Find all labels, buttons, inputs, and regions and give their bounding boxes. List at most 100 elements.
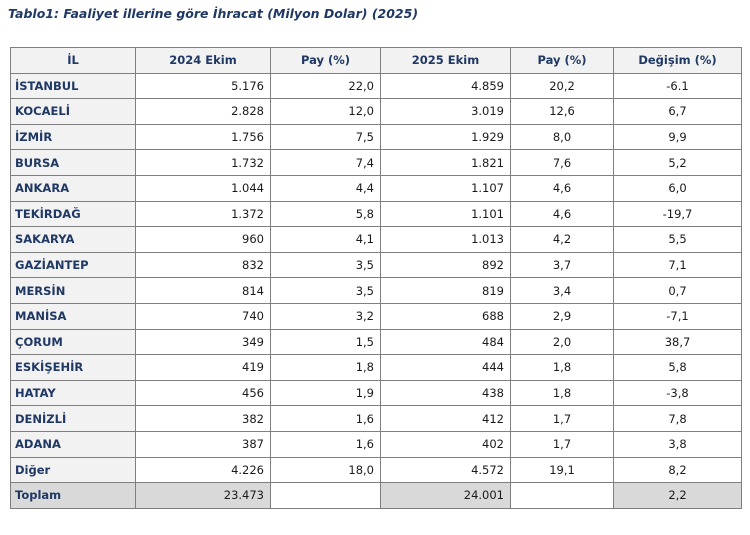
row-label: Toplam	[10, 482, 136, 509]
table-cell: 38,7	[613, 328, 742, 356]
table-row: MERSİN 814 3,5 819 3,4 0,7	[10, 277, 742, 304]
row-label: İSTANBUL	[10, 72, 136, 100]
table-cell: 3,4	[510, 277, 614, 304]
table-cell: 484	[380, 328, 511, 356]
table-cell: 412	[380, 405, 511, 432]
table-cell: 18,0	[270, 456, 381, 484]
table-cell: 892	[380, 251, 511, 279]
table-cell: 688	[380, 302, 511, 330]
table-cell: 3,5	[270, 277, 381, 304]
table-row: BURSA 1.732 7,4 1.821 7,6 5,2	[10, 149, 742, 176]
row-label: KOCAELİ	[10, 98, 136, 125]
table-cell: 814	[135, 277, 271, 304]
table-row: MANİSA 740 3,2 688 2,9 -7,1	[10, 302, 742, 330]
table-cell: 23.473	[135, 482, 271, 509]
table-cell: 12,0	[270, 98, 381, 125]
table-cell: 8,2	[613, 456, 742, 484]
table-cell: 3,2	[270, 302, 381, 330]
table-cell: 3.019	[380, 98, 511, 125]
table-cell: 349	[135, 328, 271, 356]
table-cell: 2,0	[510, 328, 614, 356]
column-header: Pay (%)	[270, 47, 381, 74]
table-row: TEKİRDAĞ 1.372 5,8 1.101 4,6 -19,7	[10, 200, 742, 228]
table-cell: 7,5	[270, 123, 381, 151]
column-header: 2024 Ekim	[135, 47, 271, 74]
table-cell: 0,7	[613, 277, 742, 304]
table-cell: -19,7	[613, 200, 742, 228]
table-cell: 1,7	[510, 430, 614, 458]
table-cell: 24.001	[380, 482, 511, 509]
table-row: ANKARA 1.044 4,4 1.107 4,6 6,0	[10, 174, 742, 202]
table-cell: 4,1	[270, 226, 381, 253]
table-row: ADANA 387 1,6 402 1,7 3,8	[10, 430, 742, 458]
row-label: SAKARYA	[10, 226, 136, 253]
table-row: ESKİŞEHİR 419 1,8 444 1,8 5,8	[10, 354, 742, 381]
table-cell: 5,2	[613, 149, 742, 176]
table-cell: 3,7	[510, 251, 614, 279]
table-cell: 2,9	[510, 302, 614, 330]
row-label: BURSA	[10, 149, 136, 176]
table-cell: 1.372	[135, 200, 271, 228]
table-cell	[270, 482, 381, 509]
table-row: İZMİR 1.756 7,5 1.929 8,0 9,9	[10, 123, 742, 151]
table-cell: 3,8	[613, 430, 742, 458]
table-cell: 7,1	[613, 251, 742, 279]
table-cell: 7,4	[270, 149, 381, 176]
table-row: ÇORUM 349 1,5 484 2,0 38,7	[10, 328, 742, 356]
table-cell: 19,1	[510, 456, 614, 484]
table-cell: 960	[135, 226, 271, 253]
table-cell: 1,5	[270, 328, 381, 356]
table-row: DENİZLİ 382 1,6 412 1,7 7,8	[10, 405, 742, 432]
table-cell: 4.572	[380, 456, 511, 484]
table-body: İSTANBUL 5.176 22,0 4.859 20,2 -6.1 KOCAELİ 2.8…	[10, 72, 742, 509]
table-cell: 5,8	[270, 200, 381, 228]
table-cell: 12,6	[510, 98, 614, 125]
table-cell: 7,8	[613, 405, 742, 432]
table-cell: 1,9	[270, 379, 381, 407]
table-cell: 1.732	[135, 149, 271, 176]
table-cell: 8,0	[510, 123, 614, 151]
table-cell: 7,6	[510, 149, 614, 176]
column-header: 2025 Ekim	[380, 47, 511, 74]
table-cell: 438	[380, 379, 511, 407]
total-row: Toplam 23.473 24.001 2,2	[10, 482, 742, 509]
table-cell: 1,6	[270, 405, 381, 432]
table-row: GAZİANTEP 832 3,5 892 3,7 7,1	[10, 251, 742, 279]
table-row: KOCAELİ 2.828 12,0 3.019 12,6 6,7	[10, 98, 742, 125]
table-cell: 3,5	[270, 251, 381, 279]
column-header: Değişim (%)	[613, 47, 742, 74]
table-cell: 1,6	[270, 430, 381, 458]
table-title: Tablo1: Faaliyet illerine göre İhracat (…	[8, 6, 419, 21]
row-label: ESKİŞEHİR	[10, 354, 136, 381]
table-cell: 4,6	[510, 174, 614, 202]
table-cell: 4,4	[270, 174, 381, 202]
table-cell: 740	[135, 302, 271, 330]
column-header: Pay (%)	[510, 47, 614, 74]
row-label: TEKİRDAĞ	[10, 200, 136, 228]
export-table: İL 2024 Ekim Pay (%) 2025 Ekim Pay (%) Değişi…	[10, 47, 742, 509]
table-cell: 832	[135, 251, 271, 279]
row-label: Diğer	[10, 456, 136, 484]
table-cell: 5.176	[135, 72, 271, 100]
table-row: HATAY 456 1,9 438 1,8 -3,8	[10, 379, 742, 407]
row-label: DENİZLİ	[10, 405, 136, 432]
row-label: GAZİANTEP	[10, 251, 136, 279]
table-cell: 4,6	[510, 200, 614, 228]
table-cell: 819	[380, 277, 511, 304]
table-cell: -7,1	[613, 302, 742, 330]
row-label: ANKARA	[10, 174, 136, 202]
table-cell: 1.013	[380, 226, 511, 253]
table-cell: 1,7	[510, 405, 614, 432]
row-label: ÇORUM	[10, 328, 136, 356]
table-cell: 1.756	[135, 123, 271, 151]
row-label: HATAY	[10, 379, 136, 407]
row-label: İZMİR	[10, 123, 136, 151]
table-cell: -6.1	[613, 72, 742, 100]
table-cell: 444	[380, 354, 511, 381]
table-cell: 402	[380, 430, 511, 458]
table-row: Diğer 4.226 18,0 4.572 19,1 8,2	[10, 456, 742, 484]
table-cell: 1,8	[510, 354, 614, 381]
table-cell: 4.226	[135, 456, 271, 484]
